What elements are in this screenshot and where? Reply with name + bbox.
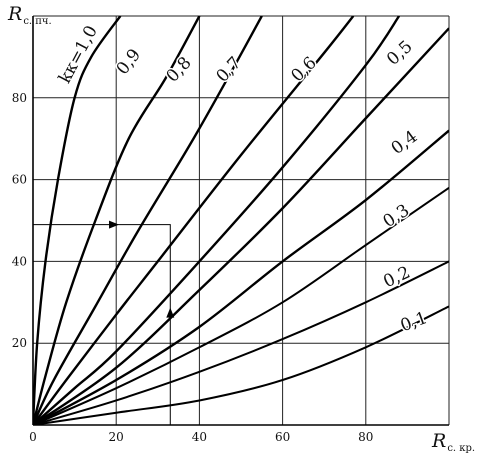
- curve-0-7: [33, 16, 355, 425]
- curve-label-0-9: 0,9: [113, 45, 145, 79]
- curves: [33, 16, 449, 425]
- y-axis-label: Rс. пч.: [7, 3, 52, 27]
- y-axis-label-sub: с. пч.: [23, 16, 51, 27]
- curve-label-0-5: 0,5: [383, 37, 416, 70]
- curve-0-8: [33, 16, 263, 425]
- grid: [33, 15, 450, 425]
- curve-label-0-7: 0,7: [212, 53, 245, 86]
- y-tick-label: 80: [12, 91, 27, 105]
- x-tick-label: 60: [275, 430, 290, 444]
- curve-label-0-3: 0,3: [380, 201, 414, 233]
- curve-label-0-6: 0,6: [287, 53, 320, 86]
- arrow-up-icon: [166, 307, 175, 318]
- y-tick-label: 20: [12, 336, 27, 350]
- curve-label-0-1: 0,1: [398, 308, 430, 336]
- tick-labels: 0 20 40 60 80 20 40 60 80: [12, 91, 374, 444]
- curve-label-0-8: 0,8: [163, 53, 196, 86]
- arrow-right-icon: [109, 220, 120, 229]
- curve-0-9: [33, 16, 201, 425]
- x-axis-label: Rс. кр.: [431, 430, 475, 454]
- axes: [32, 16, 449, 426]
- x-axis-label-sub: с. кр.: [447, 443, 475, 454]
- curve-label-1: kк=1,0: [55, 22, 102, 86]
- curve-label-0-2: 0,2: [380, 263, 413, 293]
- x-tick-label: 20: [109, 430, 124, 444]
- y-tick-label: 60: [12, 173, 27, 187]
- x-tick-label: 80: [358, 430, 373, 444]
- x-tick-label: 40: [192, 430, 207, 444]
- y-tick-label: 40: [12, 254, 27, 268]
- x-axis-label-main: R: [431, 430, 446, 452]
- curve-0-5: [33, 27, 449, 425]
- example-line: [33, 224, 171, 425]
- x-tick-label: 0: [29, 430, 37, 444]
- curve-0-1: [33, 305, 449, 425]
- example-path: [33, 220, 175, 425]
- curve-0-3: [33, 186, 449, 425]
- curve-0-6: [33, 16, 401, 425]
- curve-0-2: [33, 260, 449, 425]
- curve-label-0-4: 0,4: [388, 127, 422, 159]
- curve-1: [33, 16, 122, 425]
- y-axis-label-main: R: [7, 3, 22, 25]
- curve-0-4: [33, 129, 449, 425]
